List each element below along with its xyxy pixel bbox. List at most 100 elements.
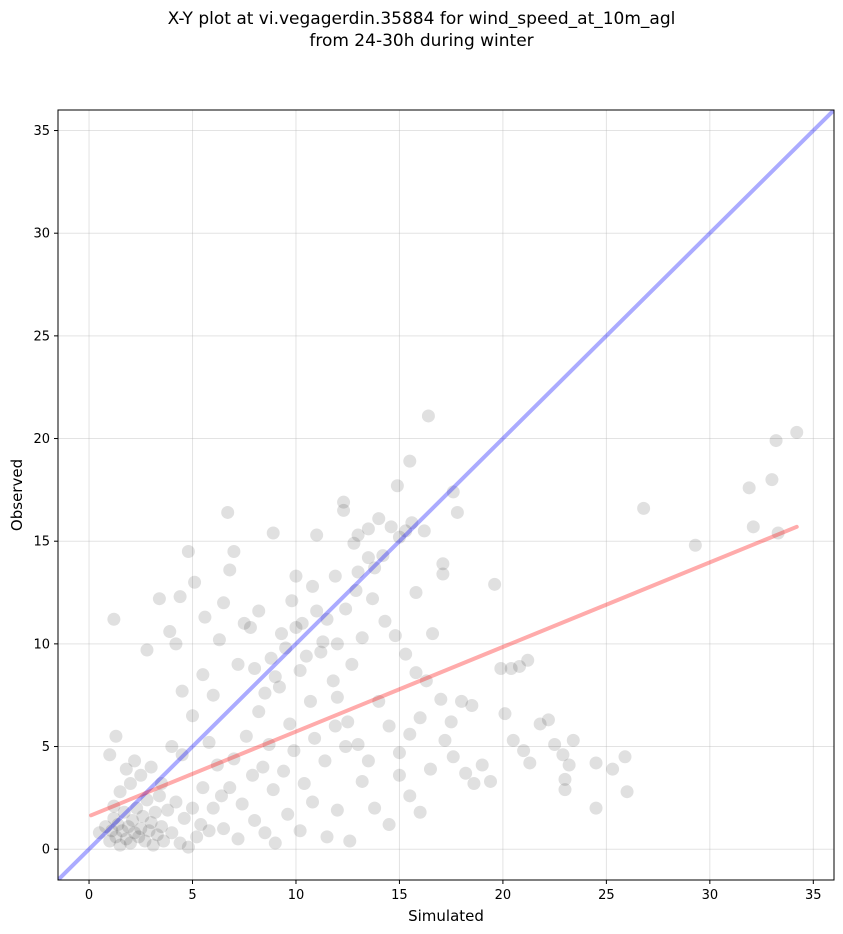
data-point [248,662,262,676]
data-point [372,512,386,526]
data-point [109,830,123,844]
data-point [390,479,404,493]
data-point [361,754,375,768]
data-point [403,727,417,741]
data-point [144,760,158,774]
data-point [202,735,216,749]
data-point [351,528,365,542]
data-point [99,820,113,834]
data-point [392,746,406,760]
x-tick-label: 0 [85,888,93,903]
data-point [217,822,231,836]
data-point [125,813,139,827]
data-point [274,627,288,641]
plot-area [58,110,834,880]
data-point [376,549,390,563]
data-point [637,501,651,515]
data-point [237,616,251,630]
grid-lines [58,110,834,880]
data-point [154,820,168,834]
data-point [206,688,220,702]
data-point [123,836,137,850]
data-point [517,744,531,758]
data-point [132,830,146,844]
data-point [190,830,204,844]
y-tick-label: 10 [33,637,50,652]
y-tick-label: 15 [33,535,50,550]
data-point [378,614,392,628]
data-point [285,594,299,608]
data-point [355,774,369,788]
y-tick-label: 0 [42,843,50,858]
data-point [465,698,479,712]
data-point [562,758,576,772]
data-point [446,750,460,764]
data-point [289,620,303,634]
data-point [202,824,216,838]
data-point [221,505,235,519]
data-point [504,662,518,676]
y-tick-label: 20 [33,432,50,447]
data-point [330,637,344,651]
data-point [444,715,458,729]
data-point [264,651,278,665]
data-point [361,522,375,536]
data-point [310,604,324,618]
data-point [488,577,502,591]
x-tick-label: 20 [495,888,512,903]
data-point [107,811,121,825]
data-point [121,820,135,834]
data-point [382,818,396,832]
data-point [769,434,783,448]
x-tick-label: 10 [288,888,305,903]
data-point [320,612,334,626]
data-point [355,631,369,645]
data-point [558,783,572,797]
data-point [140,643,154,657]
data-point [328,719,342,733]
data-point [252,604,266,618]
data-point [140,793,154,807]
data-point [566,733,580,747]
data-point [268,670,282,684]
data-point [198,610,212,624]
data-point [212,633,226,647]
data-point [154,776,168,790]
data-point [165,826,179,840]
data-point [339,740,353,754]
data-point [330,690,344,704]
x-tick-label: 15 [391,888,408,903]
data-point [618,750,632,764]
data-point [173,836,187,850]
chart-title-line-1: X-Y plot at vi.vegagerdin.35884 for wind… [167,9,676,29]
data-point [316,635,330,649]
data-point [277,764,291,778]
data-point [392,768,406,782]
data-point [384,520,398,534]
data-point [341,715,355,729]
data-point [173,590,187,604]
data-point [765,473,779,487]
data-point [194,818,208,832]
data-point [196,781,210,795]
data-point [283,717,297,731]
data-point [337,495,351,509]
data-point [438,733,452,747]
x-tick-label: 5 [188,888,196,903]
reference-lines [58,110,834,880]
data-point [475,758,489,772]
data-point [134,768,148,782]
data-point [186,709,200,723]
data-point [142,824,156,838]
data-point [134,822,148,836]
data-point [175,684,189,698]
data-point [455,694,469,708]
x-axis-ticks: 0 5 10 15 20 25 30 35 [85,880,822,903]
plot-frame [57,109,835,881]
data-point [289,569,303,583]
data-point [169,795,183,809]
data-point [556,748,570,762]
data-point [372,694,386,708]
data-point [790,425,804,439]
data-point [258,826,272,840]
